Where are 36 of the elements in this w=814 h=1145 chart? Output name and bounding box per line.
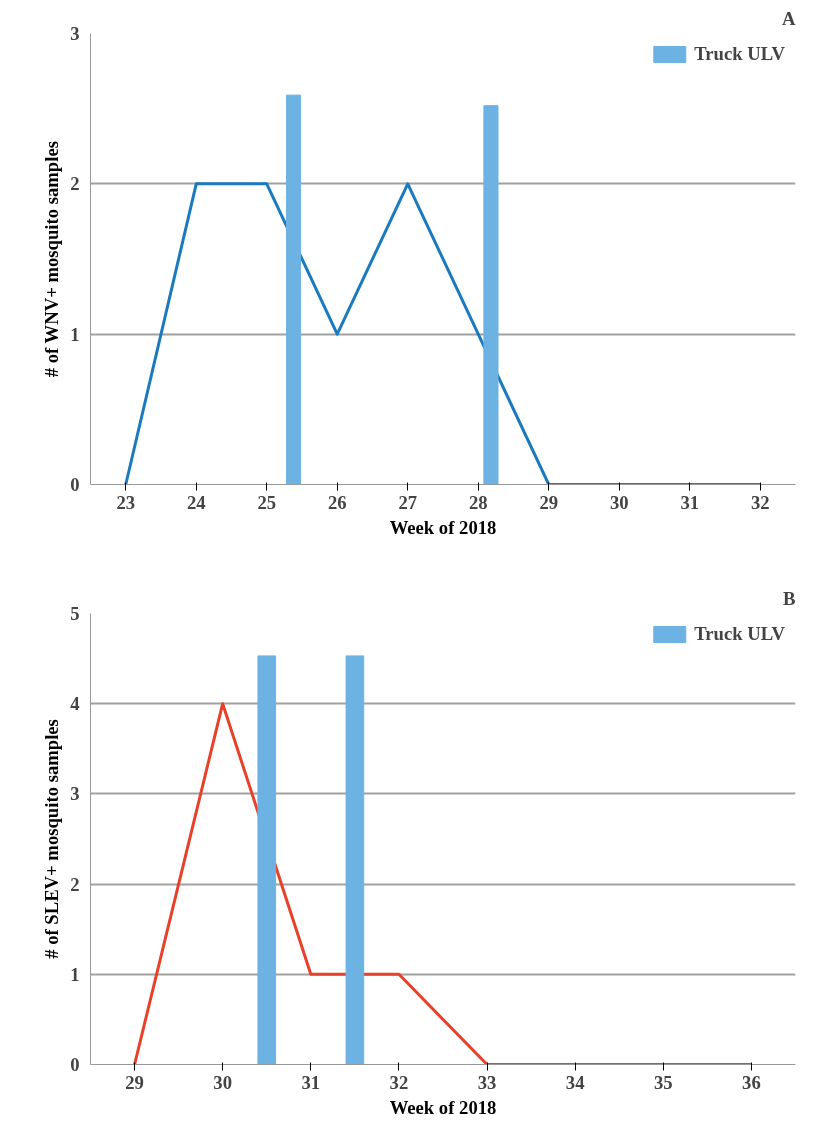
x-tick-label: 34 bbox=[565, 1071, 585, 1093]
y-tick-label: 1 bbox=[70, 963, 80, 985]
y-tick-label: 0 bbox=[70, 1054, 80, 1075]
x-axis-title: Week of 2018 bbox=[389, 516, 497, 538]
x-tick-label: 31 bbox=[680, 491, 700, 513]
x-tick-label: 27 bbox=[398, 491, 418, 513]
x-tick-label: 33 bbox=[477, 1071, 497, 1093]
x-tick-label: 29 bbox=[539, 491, 559, 513]
x-tick-label: 31 bbox=[301, 1071, 321, 1093]
y-tick-label: 0 bbox=[70, 474, 80, 495]
y-axis-title: # of WNV+ mosquito samples bbox=[41, 141, 63, 378]
legend-label: Truck ULV bbox=[694, 43, 785, 65]
x-tick-label: 30 bbox=[213, 1071, 233, 1093]
y-tick-label: 2 bbox=[70, 173, 80, 195]
y-tick-label: 2 bbox=[70, 873, 80, 895]
chart-title: B bbox=[783, 587, 796, 609]
x-tick-label: 28 bbox=[468, 491, 488, 513]
x-axis-title: Week of 2018 bbox=[389, 1096, 497, 1118]
x-tick-label: 32 bbox=[750, 491, 770, 513]
x-tick-label: 32 bbox=[389, 1071, 409, 1093]
legend-label: Truck ULV bbox=[694, 623, 785, 645]
y-tick-label: 5 bbox=[70, 603, 80, 624]
y-axis-title: # of SLEV+ mosquito samples bbox=[41, 719, 63, 959]
y-tick-label: 4 bbox=[70, 693, 80, 715]
x-tick-label: 26 bbox=[327, 491, 347, 513]
x-tick-label: 24 bbox=[186, 491, 206, 513]
x-tick-label: 35 bbox=[653, 1071, 673, 1093]
y-tick-label: 3 bbox=[70, 783, 80, 805]
y-tick-label: 3 bbox=[70, 23, 80, 44]
x-tick-label: 30 bbox=[609, 491, 629, 513]
chart-title: A bbox=[782, 7, 797, 29]
y-tick-label: 1 bbox=[70, 323, 80, 345]
x-tick-label: 36 bbox=[742, 1071, 761, 1093]
x-tick-label: 23 bbox=[116, 491, 136, 513]
x-tick-label: 29 bbox=[125, 1071, 144, 1093]
x-tick-label: 25 bbox=[257, 491, 277, 513]
